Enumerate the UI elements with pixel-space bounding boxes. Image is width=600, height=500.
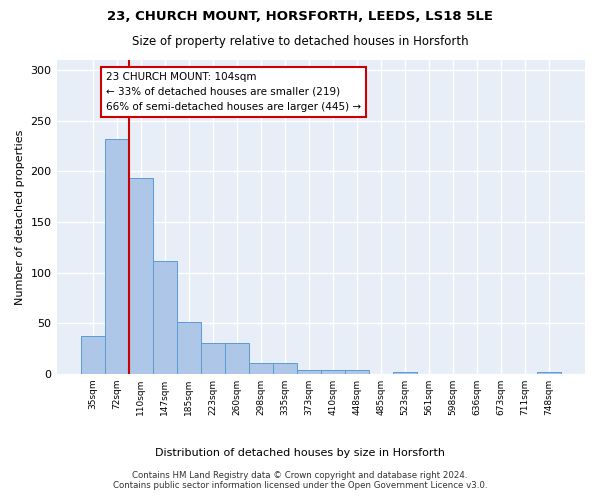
Text: Contains HM Land Registry data © Crown copyright and database right 2024.
Contai: Contains HM Land Registry data © Crown c… bbox=[113, 470, 487, 490]
Bar bbox=[176, 322, 200, 374]
Bar bbox=[104, 139, 128, 374]
Bar bbox=[537, 372, 561, 374]
Bar bbox=[249, 362, 273, 374]
Bar bbox=[273, 362, 297, 374]
Bar bbox=[200, 344, 224, 374]
Text: Size of property relative to detached houses in Horsforth: Size of property relative to detached ho… bbox=[131, 35, 469, 48]
Bar bbox=[80, 336, 104, 374]
Bar bbox=[393, 372, 417, 374]
Text: Distribution of detached houses by size in Horsforth: Distribution of detached houses by size … bbox=[155, 448, 445, 458]
Bar bbox=[321, 370, 345, 374]
Bar bbox=[152, 262, 176, 374]
Bar bbox=[128, 178, 152, 374]
Text: 23, CHURCH MOUNT, HORSFORTH, LEEDS, LS18 5LE: 23, CHURCH MOUNT, HORSFORTH, LEEDS, LS18… bbox=[107, 10, 493, 23]
Bar bbox=[345, 370, 369, 374]
Bar bbox=[224, 344, 249, 374]
Text: 23 CHURCH MOUNT: 104sqm
← 33% of detached houses are smaller (219)
66% of semi-d: 23 CHURCH MOUNT: 104sqm ← 33% of detache… bbox=[106, 72, 361, 112]
Y-axis label: Number of detached properties: Number of detached properties bbox=[15, 129, 25, 304]
Bar bbox=[297, 370, 321, 374]
